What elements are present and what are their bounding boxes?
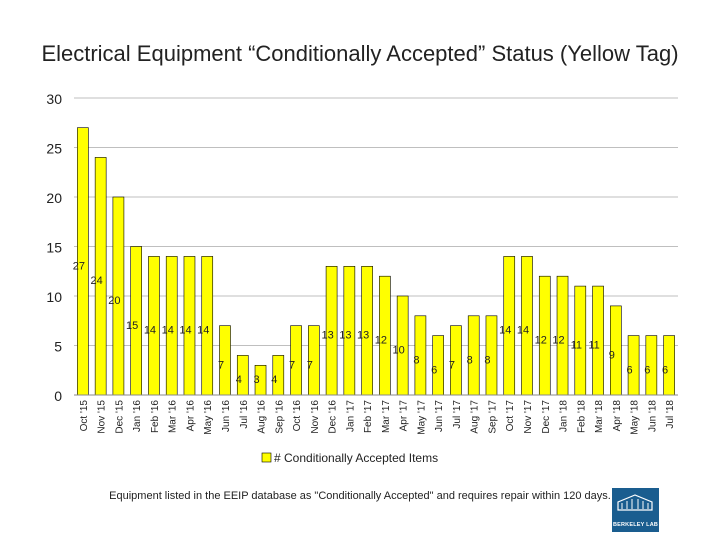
y-tick-label: 5	[54, 339, 62, 355]
data-label: 12	[552, 335, 564, 347]
x-tick-label: Apr '17	[399, 400, 410, 432]
x-tick-label: Jan '16	[132, 400, 143, 432]
data-label: 6	[431, 364, 437, 376]
data-label: 20	[108, 295, 120, 307]
x-tick-label: Nov '15	[97, 400, 108, 434]
x-tick-label: Oct '16	[292, 400, 303, 432]
x-tick-label: Jun '17	[434, 400, 445, 432]
data-label: 13	[321, 330, 333, 342]
x-tick-label: Jul '17	[452, 400, 463, 429]
x-tick-label: Jul '16	[239, 400, 250, 429]
data-label: 14	[144, 325, 156, 337]
data-label: 14	[197, 325, 209, 337]
legend-label: # Conditionally Accepted Items	[274, 451, 438, 465]
x-tick-label: May '18	[630, 400, 641, 435]
data-label: 14	[517, 325, 529, 337]
x-tick-label: Dec '17	[541, 400, 552, 434]
bars	[77, 127, 675, 396]
x-tick-label: Aug '17	[470, 400, 481, 434]
x-tick-label: Dec '15	[114, 400, 125, 434]
legend-swatch	[261, 452, 272, 463]
y-axis-ticks: 0 5 10 15 20 25 30	[46, 91, 62, 404]
x-tick-label: Oct '17	[505, 400, 516, 432]
x-tick-label: Jan '17	[345, 400, 356, 432]
data-label: 4	[271, 374, 277, 386]
data-label: 14	[162, 325, 174, 337]
x-tick-label: Feb '18	[576, 400, 587, 433]
gridlines	[74, 97, 678, 346]
x-tick-label: Aug '16	[257, 400, 268, 434]
x-tick-label: Jul '18	[665, 400, 676, 429]
data-label: 14	[499, 325, 511, 337]
y-tick-label: 0	[54, 388, 62, 404]
data-label: 13	[339, 330, 351, 342]
x-tick-label: Jan '18	[559, 400, 570, 432]
logo-text: BERKELEY LAB	[612, 522, 659, 528]
data-label: 11	[571, 340, 582, 352]
data-label: 8	[413, 354, 419, 366]
data-label: 13	[357, 330, 369, 342]
data-label: 6	[644, 364, 650, 376]
data-label: 8	[484, 354, 490, 366]
data-label: 15	[126, 320, 138, 332]
x-tick-label: May '17	[416, 400, 427, 435]
data-label: 7	[307, 359, 313, 371]
y-tick-label: 30	[46, 91, 62, 107]
data-label: 7	[449, 359, 455, 371]
x-tick-label: Jun '18	[647, 400, 658, 432]
data-label: 12	[535, 335, 547, 347]
data-label: 10	[393, 345, 405, 357]
data-label: 11	[588, 340, 599, 352]
x-axis-ticks: Oct '15 Nov '15 Dec '15 Jan '16 Feb '16 Mar '…	[79, 400, 676, 435]
footnote: Equipment listed in the EEIP database as…	[109, 490, 611, 502]
x-tick-label: Apr '16	[185, 400, 196, 432]
x-tick-label: Dec '16	[328, 400, 339, 434]
x-tick-label: Nov '16	[310, 400, 321, 434]
x-tick-label: Mar '16	[168, 400, 179, 433]
data-label: 9	[609, 349, 615, 361]
data-label: 8	[467, 354, 473, 366]
y-tick-label: 15	[46, 240, 62, 256]
data-label: 27	[73, 260, 85, 272]
data-label: 3	[253, 374, 259, 386]
x-tick-label: Nov '17	[523, 400, 534, 434]
x-tick-label: Apr '18	[612, 400, 623, 432]
data-label: 12	[375, 335, 387, 347]
x-tick-label: Feb '16	[150, 400, 161, 433]
x-tick-label: Sep '17	[487, 400, 498, 434]
x-tick-label: May '16	[203, 400, 214, 435]
legend: # Conditionally Accepted Items	[261, 451, 438, 465]
data-label: 7	[289, 359, 295, 371]
data-label: 24	[91, 275, 103, 287]
x-tick-label: Mar '18	[594, 400, 605, 433]
x-tick-label: Jun '16	[221, 400, 232, 432]
data-label: 6	[662, 364, 668, 376]
y-tick-label: 25	[46, 141, 62, 157]
building-icon	[617, 494, 653, 511]
data-label: 6	[627, 364, 633, 376]
x-tick-label: Sep '16	[274, 400, 285, 434]
data-label: 4	[236, 374, 242, 386]
data-label: 7	[218, 359, 224, 371]
chart-title: Electrical Equipment “Conditionally Acce…	[41, 41, 679, 66]
data-label: 14	[179, 325, 191, 337]
x-tick-label: Feb '17	[363, 400, 374, 433]
y-tick-label: 20	[46, 190, 62, 206]
berkeley-lab-logo: BERKELEY LAB	[612, 488, 659, 532]
y-tick-label: 10	[46, 289, 62, 305]
x-tick-label: Oct '15	[79, 400, 90, 432]
x-tick-label: Mar '17	[381, 400, 392, 433]
